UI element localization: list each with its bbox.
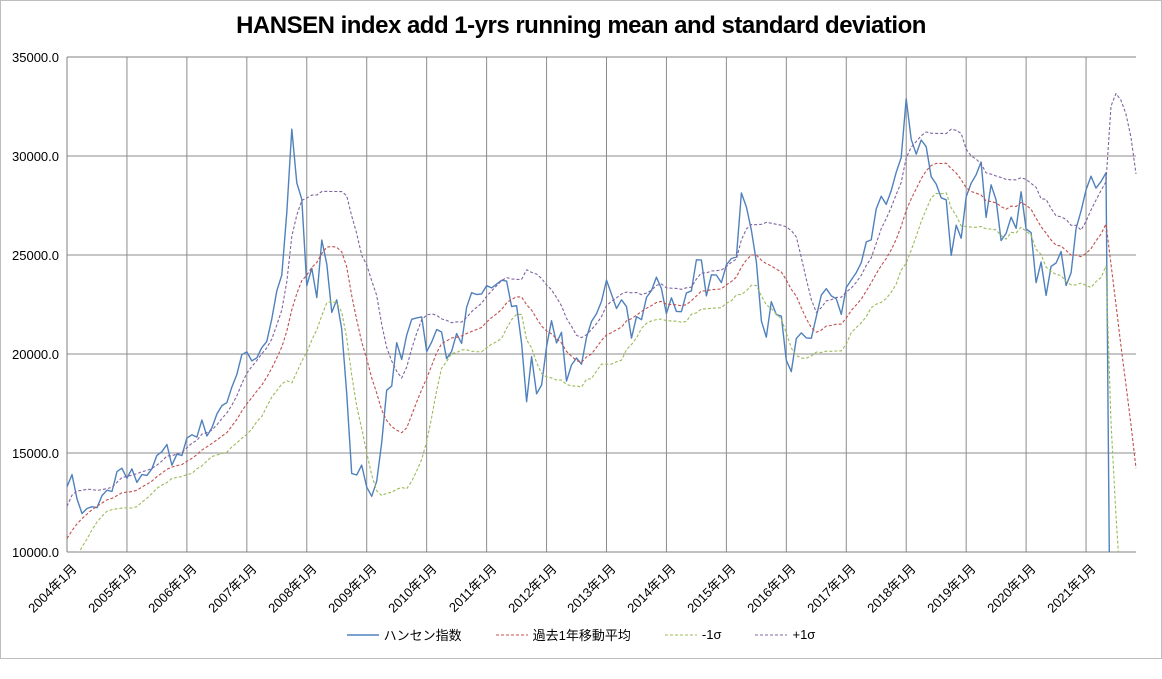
legend-label: 過去1年移動平均 xyxy=(532,628,631,643)
chart-title: HANSEN index add 1-yrs running mean and … xyxy=(236,12,926,39)
y-axis-tick-label: 20000.0 xyxy=(12,347,59,362)
y-axis-tick-label: 15000.0 xyxy=(12,446,59,461)
legend-label: +1σ xyxy=(792,627,816,642)
plus-1-sigma-line xyxy=(67,92,1137,507)
series-lines xyxy=(67,92,1137,552)
legend-line-sample xyxy=(664,633,697,636)
legend-label: ハンセン指数 xyxy=(383,628,462,643)
legend-item-hansen-index: ハンセン指数 xyxy=(346,625,462,644)
legend-line-sample xyxy=(346,633,379,636)
minus-1-sigma-line xyxy=(78,192,1119,552)
axis-lines xyxy=(66,56,1136,553)
legend: ハンセン指数 過去1年移動平均 -1σ +1σ xyxy=(1,625,1161,644)
plot-area xyxy=(66,56,1137,553)
legend-item-minus-1-sigma: -1σ xyxy=(664,627,722,642)
legend-label: -1σ xyxy=(701,627,722,642)
y-axis-tick-label: 10000.0 xyxy=(12,545,59,560)
1yr-moving-average-line xyxy=(67,162,1137,539)
legend-line-sample xyxy=(495,633,528,636)
gridlines xyxy=(66,56,1136,553)
legend-item-1yr-moving-average: 過去1年移動平均 xyxy=(495,625,631,644)
y-axis-tick-label: 25000.0 xyxy=(12,248,59,263)
hansen-index-line xyxy=(67,98,1110,552)
legend-line-sample xyxy=(755,633,788,636)
y-axis-tick-label: 35000.0 xyxy=(12,50,59,65)
legend-item-plus-1-sigma: +1σ xyxy=(755,627,815,642)
chart-area: HANSEN index add 1-yrs running mean and … xyxy=(0,0,1162,659)
y-axis-tick-label: 30000.0 xyxy=(12,149,59,164)
